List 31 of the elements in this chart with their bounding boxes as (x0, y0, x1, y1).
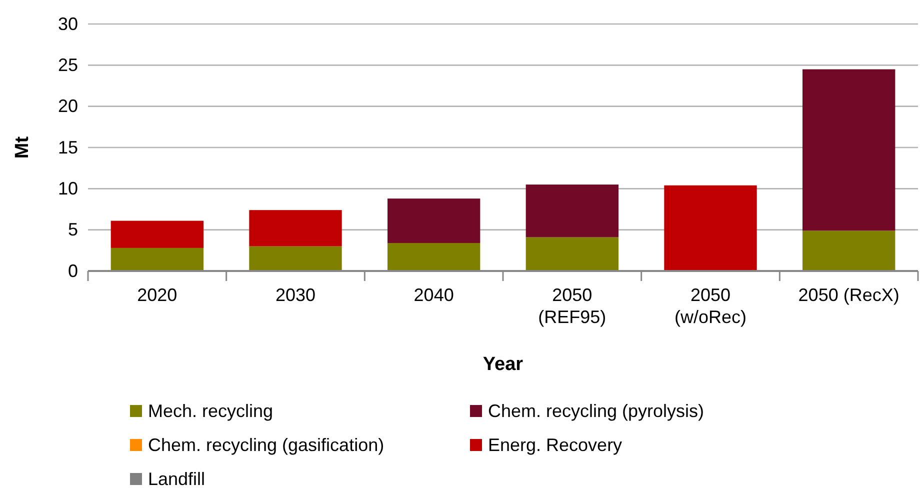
x-tick-label: 2040 (414, 285, 454, 305)
x-tick-label: 2050 (REF95) (538, 285, 606, 327)
y-axis-title: Mt (12, 136, 33, 159)
y-tick-label: 25 (58, 54, 78, 75)
bar (249, 210, 342, 246)
bar (802, 230, 896, 271)
y-tick-label: 15 (58, 137, 78, 158)
legend-label: Chem. recycling (gasification) (148, 435, 384, 455)
bar (110, 248, 204, 271)
x-tick-label: 2050 (w/oRec) (674, 285, 747, 327)
x-axis-title: Year (482, 354, 524, 375)
bar (664, 185, 757, 271)
bar (802, 69, 896, 231)
bar (387, 243, 480, 271)
x-tick-label: 2030 (275, 285, 316, 305)
bar (387, 198, 480, 244)
bar (526, 184, 619, 238)
y-tick-label: 0 (68, 260, 78, 281)
bar (249, 246, 342, 271)
y-tick-label: 20 (58, 96, 78, 116)
legend-label: Landfill (148, 469, 206, 488)
x-tick-label: 2050 (RecX) (798, 285, 900, 305)
legend-label: Mech. recycling (148, 401, 274, 421)
legend-label: Energ. Recovery (488, 435, 622, 455)
y-tick-label: 30 (58, 14, 78, 34)
y-tick-label: 10 (58, 178, 78, 198)
x-tick-label: 2020 (137, 285, 178, 305)
legend-label: Chem. recycling (pyrolysis) (488, 401, 704, 421)
bar (110, 220, 204, 248)
bar (526, 237, 619, 271)
y-tick-label: 5 (68, 220, 78, 240)
